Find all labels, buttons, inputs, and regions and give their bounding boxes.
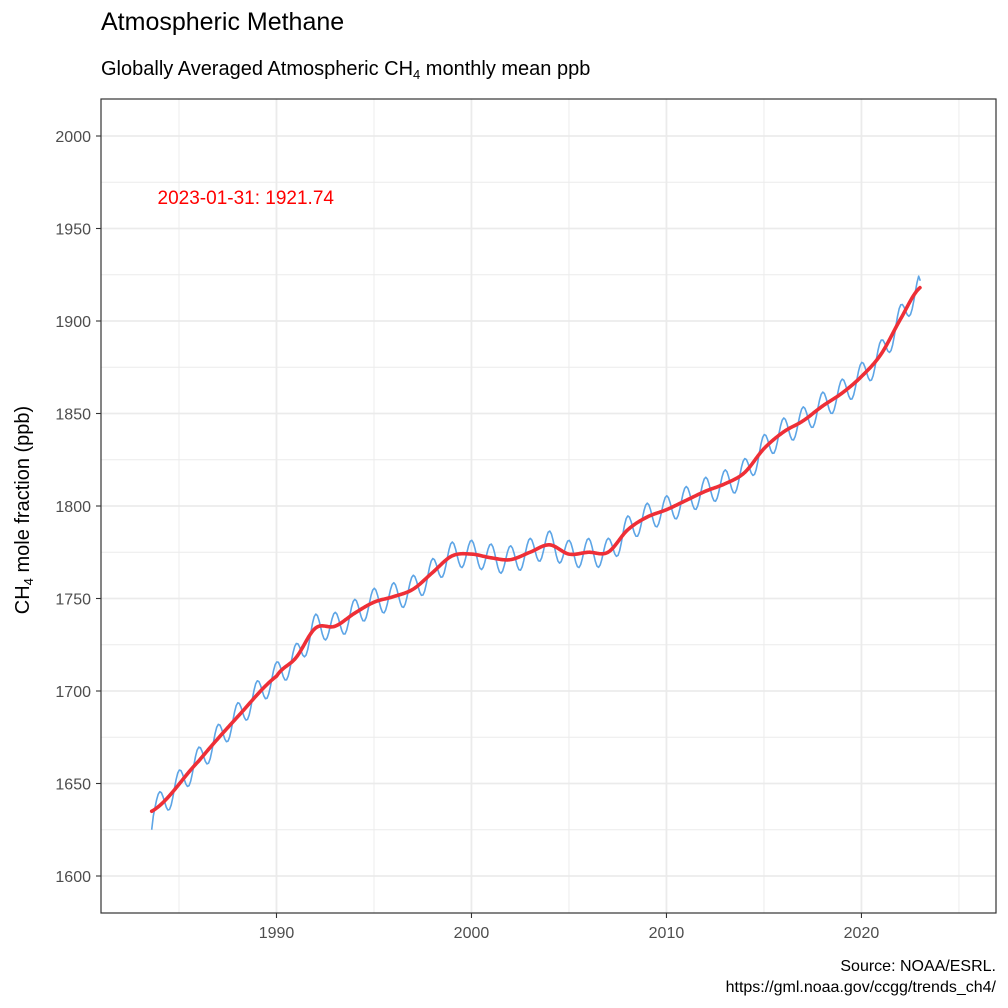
y-tick-label: 2000 xyxy=(55,129,91,146)
subtitle-suffix: monthly mean ppb xyxy=(420,58,591,80)
subtitle-subscript: 4 xyxy=(413,67,421,82)
x-tick-label: 2000 xyxy=(454,925,490,942)
y-tick-label: 1800 xyxy=(55,499,91,516)
y-tick-label: 1650 xyxy=(55,777,91,794)
subtitle-prefix: Globally Averaged Atmospheric CH xyxy=(101,58,414,80)
y-tick-label: 1600 xyxy=(55,869,91,886)
y-tick-label: 1700 xyxy=(55,684,91,701)
latest-value-annotation: 2023-01-31: 1921.74 xyxy=(158,188,335,209)
source-caption: Source: NOAA/ESRL. https://gml.noaa.gov/… xyxy=(726,956,996,998)
ylabel-prefix: CH xyxy=(12,585,34,615)
y-tick-label: 1950 xyxy=(55,222,91,239)
x-tick-label: 1990 xyxy=(259,925,295,942)
ylabel-subscript: 4 xyxy=(21,578,36,586)
monthly-mean-line xyxy=(150,275,922,830)
major-gridlines xyxy=(101,99,996,913)
y-tick-label: 1850 xyxy=(55,407,91,424)
y-tick-label: 1900 xyxy=(55,314,91,331)
axis-ticks: 1990 2000 2010 2020 1600 1650 1700 1750 1800 1850… xyxy=(55,129,879,942)
x-tick-label: 2020 xyxy=(844,925,880,942)
chart-title: Atmospheric Methane xyxy=(101,8,345,36)
chart-subtitle: Globally Averaged Atmospheric CH4 monthl… xyxy=(101,58,590,82)
x-tick-label: 2010 xyxy=(649,925,685,942)
caption-url: https://gml.noaa.gov/ccgg/trends_ch4/ xyxy=(725,979,996,996)
ylabel-suffix: mole fraction (ppb) xyxy=(12,405,34,579)
caption-source: Source: NOAA/ESRL. xyxy=(840,958,996,975)
trend-line xyxy=(149,285,922,814)
y-tick-label: 1750 xyxy=(55,592,91,609)
